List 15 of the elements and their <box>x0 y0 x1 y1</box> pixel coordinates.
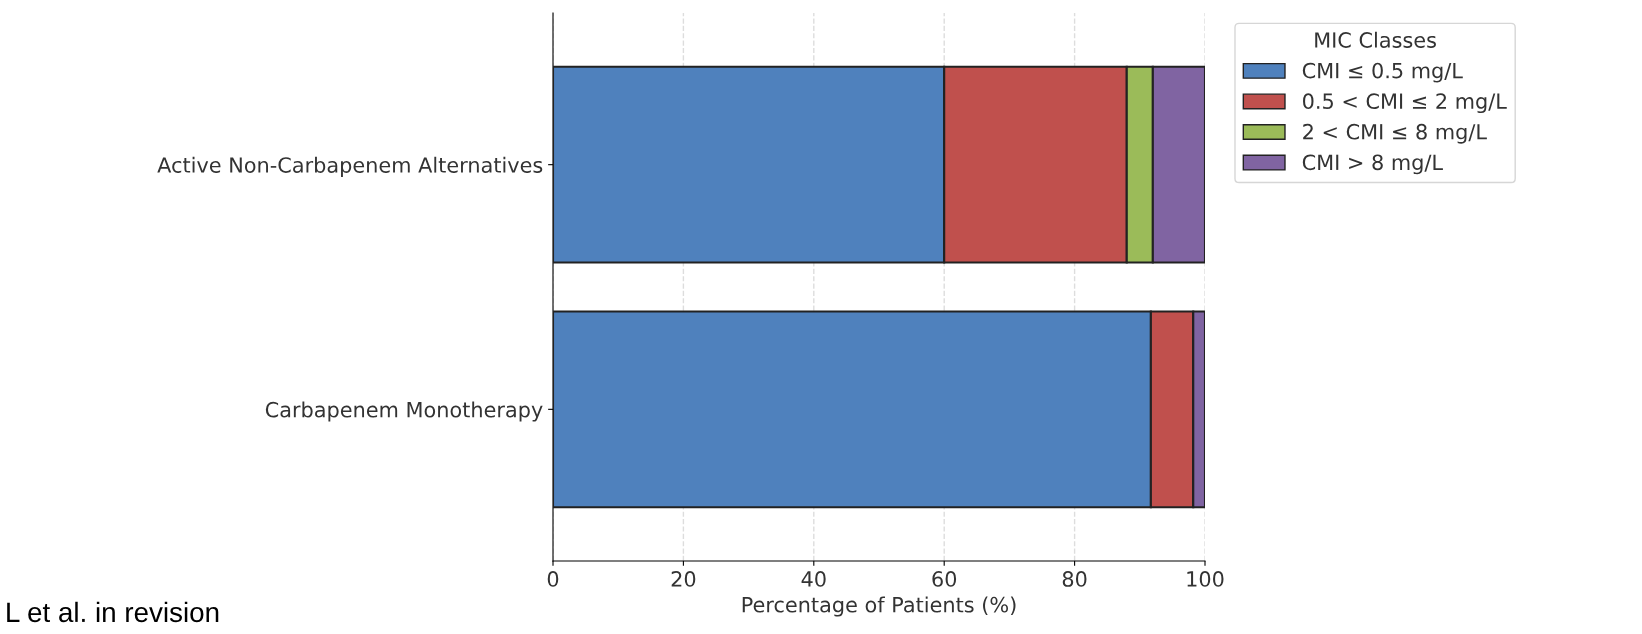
legend-title: MIC Classes <box>1315 31 1436 48</box>
x-tick-label: 20 <box>671 571 696 587</box>
x-tick-label: 40 <box>801 571 826 587</box>
x-tick-label: 80 <box>1062 571 1087 587</box>
y-tick-label: Carbapenem Monotherapy <box>265 401 543 422</box>
legend-label: CMI > 8 mg/L <box>1302 154 1443 175</box>
legend-label: CMI ≤ 0.5 mg/L <box>1302 62 1463 83</box>
x-tick-label: 0 <box>547 571 559 587</box>
legend-label: 0.5 < CMI ≤ 2 mg/L <box>1303 93 1507 114</box>
legend-label: 2 < CMI ≤ 8 mg/L <box>1303 123 1487 144</box>
x-axis-title: Percentage of Patients (%) <box>742 596 1016 617</box>
x-tick-label: 60 <box>932 571 957 587</box>
y-tick-label: Active Non-Carbapenem Alternatives <box>157 156 543 177</box>
text: L et al. in revision <box>7 601 219 623</box>
x-tick-label: 100 <box>1187 571 1224 587</box>
